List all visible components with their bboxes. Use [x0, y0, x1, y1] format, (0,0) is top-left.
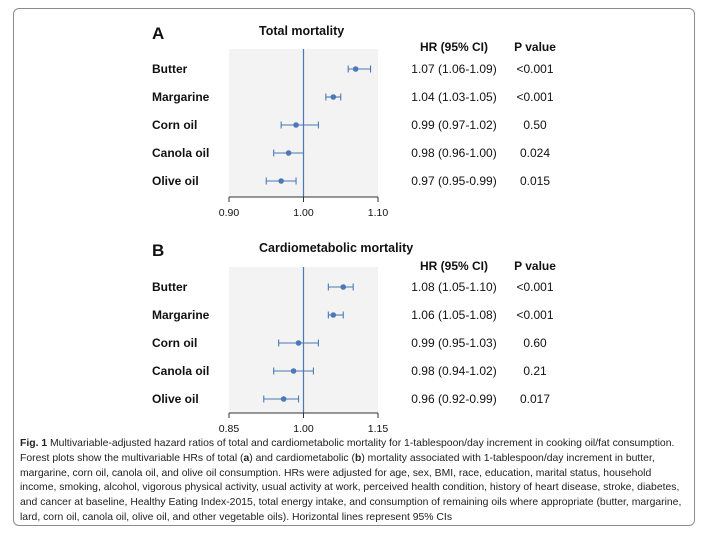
panel-a-p-value: 0.015	[520, 174, 550, 188]
panel-a-row-label: Canola oil	[152, 146, 209, 160]
panel-a-hr-value: 0.98 (0.96-1.00)	[411, 146, 496, 160]
panel-a-tick-label: 1.00	[293, 207, 314, 219]
panel-b-p-value: 0.21	[523, 364, 547, 378]
caption-fig-label: Fig. 1	[20, 438, 48, 449]
panel-b-p-value: 0.017	[520, 392, 550, 406]
panel-a-row-label: Butter	[152, 62, 188, 76]
panel-b-tick-label: 1.00	[293, 423, 314, 435]
caption-panel-a-ref: a	[243, 452, 250, 464]
panel-a-p-value: <0.001	[516, 62, 553, 76]
panel-b-p-value: <0.001	[516, 308, 553, 322]
panel-b-tick-label: 0.85	[219, 423, 240, 435]
panel-b-hr-point	[295, 340, 302, 346]
panel-b-row-label: Butter	[152, 280, 188, 294]
panel-b-hr-value: 0.99 (0.95-1.03)	[411, 336, 496, 350]
panel-b-hr-header: HR (95% CI)	[420, 259, 488, 273]
panel-a-hr-point	[285, 150, 292, 156]
panel-b-letter: B	[152, 241, 164, 260]
panel-a-hr-point	[278, 178, 284, 184]
caption-part-1: Multivariable-adjusted hazard ratios of …	[20, 438, 675, 464]
panel-a-title: Total mortality	[259, 24, 344, 38]
panel-a-p-value: <0.001	[516, 90, 553, 104]
panel-b-hr-value: 1.06 (1.05-1.08)	[411, 308, 496, 322]
panel-a-p-value: 0.50	[523, 118, 547, 132]
panel-a-tick-label: 1.10	[368, 207, 389, 219]
panel-a-hr-point	[293, 122, 299, 128]
panel-a-row-label: Olive oil	[152, 174, 199, 188]
panel-b-tick-label: 1.15	[368, 423, 389, 435]
panel-a-hr-value: 1.07 (1.06-1.09)	[411, 62, 496, 76]
panel-a-p-value: 0.024	[520, 146, 550, 160]
panel-a-tick-label: 0.90	[219, 207, 240, 219]
panel-b-p-value: <0.001	[516, 280, 553, 294]
panel-a-hr-value: 0.97 (0.95-0.99)	[411, 174, 496, 188]
figure-frame	[13, 8, 695, 526]
panel-b-p-value: 0.60	[523, 336, 547, 350]
panel-b-p-header: P value	[514, 259, 556, 273]
panel-b-row-label: Canola oil	[152, 364, 209, 378]
panel-b-row-label: Corn oil	[152, 336, 197, 350]
panel-a-hr-header: HR (95% CI)	[420, 40, 488, 54]
forest-plot-figure: A Total mortality HR (95% CI) P value 0.90 1.…	[152, 24, 556, 435]
panel-b-hr-point	[280, 396, 287, 402]
panel-b-hr-point	[330, 312, 337, 318]
panel-a-hr-value: 1.04 (1.03-1.05)	[411, 90, 496, 104]
panel-a-letter: A	[152, 24, 164, 43]
panel-b-hr-point	[290, 368, 297, 374]
caption-panel-b-ref: b	[354, 452, 362, 464]
panel-b-title: Cardiometabolic mortality	[259, 241, 413, 255]
panel-b-row-label: Olive oil	[152, 392, 199, 406]
panel-a-row-label: Margarine	[152, 90, 210, 104]
panel-a-hr-value: 0.99 (0.97-1.02)	[411, 118, 496, 132]
panel-a-hr-point	[330, 94, 337, 100]
panel-a-p-header: P value	[514, 40, 556, 54]
caption-part-3: ) mortality associated with 1-tablespoon…	[20, 452, 682, 523]
caption-part-2: ) and cardiometabolic (	[249, 452, 355, 464]
panel-b-hr-value: 0.98 (0.94-1.02)	[411, 364, 496, 378]
panel-a-row-label: Corn oil	[152, 118, 197, 132]
panel-b-hr-point	[340, 284, 347, 290]
panel-b-hr-value: 1.08 (1.05-1.10)	[411, 280, 496, 294]
panel-b-row-label: Margarine	[152, 308, 210, 322]
figure-caption: Fig. 1 Multivariable-adjusted hazard rat…	[20, 437, 690, 526]
panel-a-hr-point	[352, 66, 359, 72]
panel-b-hr-value: 0.96 (0.92-0.99)	[411, 392, 496, 406]
